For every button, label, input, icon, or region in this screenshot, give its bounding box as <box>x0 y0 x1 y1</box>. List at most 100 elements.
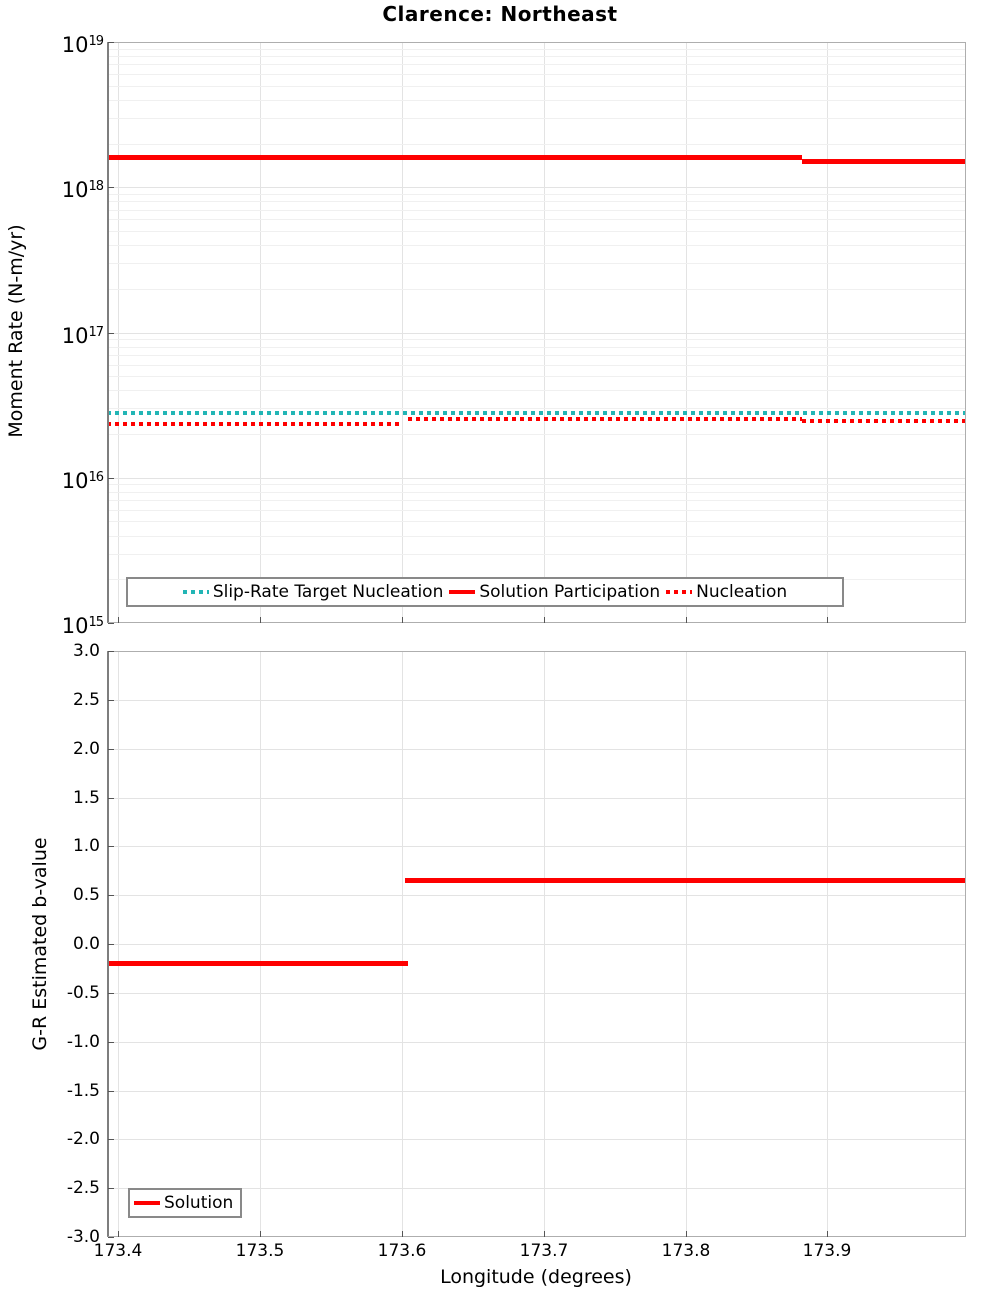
y-tick-mark <box>108 478 114 479</box>
teal-dotted-line-swatch-icon <box>182 590 209 594</box>
gridline-horizontal-b-value <box>107 895 965 896</box>
x-tick-mark <box>686 617 687 623</box>
b-value-panel <box>107 651 966 1237</box>
y-tick-mark <box>108 700 114 701</box>
y-tick-mark <box>108 749 114 750</box>
gridline-log-minor <box>107 74 965 75</box>
x-tick-label-longitude: 173.5 <box>235 1241 285 1261</box>
y-tick-label-b-value: 1.5 <box>72 788 100 808</box>
legend-label: Solution <box>164 1193 234 1213</box>
gridline-log-minor <box>107 339 965 340</box>
gridline-horizontal-b-value <box>107 993 965 994</box>
y-tick-mark <box>108 846 114 847</box>
chart-title: Clarence: Northeast <box>382 2 618 26</box>
gridline-log-minor <box>107 86 965 87</box>
y-tick-mark <box>108 944 114 945</box>
gridline-log-minor <box>107 500 965 501</box>
y-tick-label-b-value: 2.0 <box>72 739 100 759</box>
gridline-log-minor <box>107 390 965 391</box>
y-tick-mark <box>108 1139 114 1140</box>
x-tick-label-longitude: 173.9 <box>802 1241 852 1261</box>
x-tick-mark <box>544 1231 545 1237</box>
gridline-log-minor <box>107 492 965 493</box>
gridline-horizontal-b-value <box>107 798 965 799</box>
y-tick-mark <box>108 623 114 624</box>
moment-rate-legend: Slip-Rate Target Nucleation Solution Par… <box>126 577 844 607</box>
gridline-vertical-moment-rate <box>402 42 403 623</box>
y-tick-label-b-value: -3.0 <box>66 1227 100 1247</box>
y-tick-mark <box>108 1042 114 1043</box>
y-tick-label-b-value: -0.5 <box>66 983 100 1003</box>
gridline-vertical-moment-rate <box>544 42 545 623</box>
series-moment-rate-slip-rate-target-nucleation <box>107 411 965 415</box>
y-tick-label-b-value: 0.0 <box>72 934 100 954</box>
gridline-log-minor <box>107 484 965 485</box>
x-tick-label-longitude: 173.8 <box>661 1241 711 1261</box>
gridline-log-minor <box>107 56 965 57</box>
gridline-horizontal-b-value <box>107 1042 965 1043</box>
longitude-axis-label: Longitude (degrees) <box>440 1266 632 1288</box>
x-tick-mark <box>260 617 261 623</box>
y-tick-mark <box>108 1188 114 1189</box>
gridline-log-minor <box>107 118 965 119</box>
x-tick-mark <box>686 1231 687 1237</box>
x-tick-mark <box>827 617 828 623</box>
series-moment-rate-nucleation <box>408 417 802 421</box>
y-tick-label-b-value: 0.5 <box>72 885 100 905</box>
red-solid-line-swatch-icon <box>134 1201 160 1205</box>
gridline-log-major <box>107 187 965 188</box>
gridline-log-minor <box>107 434 965 435</box>
y-tick-label-b-value: -1.0 <box>66 1032 100 1052</box>
gridline-log-minor <box>107 144 965 145</box>
y-tick-label-moment-rate: 1015 <box>61 614 104 638</box>
gridline-vertical-moment-rate <box>118 42 119 623</box>
gridline-log-minor <box>107 219 965 220</box>
gridline-log-minor <box>107 245 965 246</box>
legend-entry-solution-participation: Solution Participation <box>449 582 660 602</box>
gridline-log-minor <box>107 521 965 522</box>
gridline-vertical-moment-rate <box>827 42 828 623</box>
series-moment-rate-solution-participation <box>802 159 965 164</box>
y-tick-label-b-value: -2.5 <box>66 1178 100 1198</box>
legend-label: Slip-Rate Target Nucleation <box>212 582 444 602</box>
gridline-log-major <box>107 333 965 334</box>
gridline-log-minor <box>107 536 965 537</box>
gridline-log-minor <box>107 376 965 377</box>
x-tick-mark <box>260 1231 261 1237</box>
y-tick-mark <box>108 895 114 896</box>
gridline-log-major <box>107 478 965 479</box>
gridline-log-minor <box>107 554 965 555</box>
x-tick-mark <box>402 1231 403 1237</box>
x-tick-label-longitude: 173.7 <box>519 1241 569 1261</box>
y-tick-label-b-value: 1.0 <box>72 836 100 856</box>
gridline-log-minor <box>107 201 965 202</box>
series-moment-rate-nucleation <box>802 419 965 423</box>
y-tick-mark <box>108 1237 114 1238</box>
x-tick-label-longitude: 173.6 <box>377 1241 427 1261</box>
y-tick-label-b-value: 3.0 <box>72 641 100 661</box>
legend-entry-solution: Solution <box>134 1193 233 1213</box>
x-tick-mark <box>827 1231 828 1237</box>
y-tick-label-moment-rate: 1018 <box>61 178 104 202</box>
gridline-horizontal-b-value <box>107 1188 965 1189</box>
y-tick-label-b-value: -1.5 <box>66 1081 100 1101</box>
legend-entry-nucleation: Nucleation <box>666 582 787 602</box>
legend-label: Solution Participation <box>479 582 661 602</box>
gridline-horizontal-b-value <box>107 944 965 945</box>
y-tick-mark <box>108 798 114 799</box>
gridline-log-minor <box>107 263 965 264</box>
legend-label: Nucleation <box>696 582 788 602</box>
y-tick-mark <box>108 42 114 43</box>
y-tick-mark <box>108 1091 114 1092</box>
red-dotted-line-swatch-icon <box>666 590 693 594</box>
y-tick-mark <box>108 187 114 188</box>
gridline-log-minor <box>107 64 965 65</box>
gridline-horizontal-b-value <box>107 700 965 701</box>
gridline-log-minor <box>107 100 965 101</box>
gridline-horizontal-b-value <box>107 1139 965 1140</box>
gridline-horizontal-b-value <box>107 846 965 847</box>
series-b-value-solution <box>405 878 965 883</box>
y-tick-label-b-value: 2.5 <box>72 690 100 710</box>
x-tick-mark <box>544 617 545 623</box>
